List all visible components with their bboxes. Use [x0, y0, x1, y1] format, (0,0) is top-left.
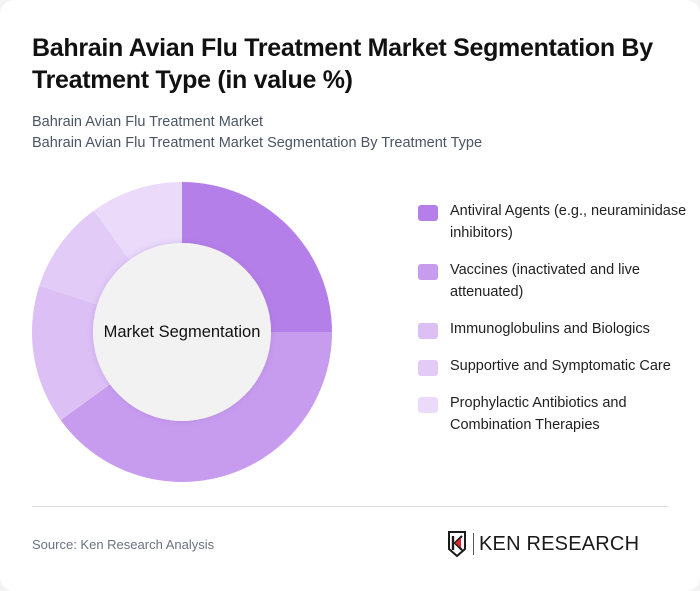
legend-swatch-icon	[418, 205, 438, 221]
legend-swatch-icon	[418, 323, 438, 339]
donut-slice-2[interactable]	[32, 285, 110, 421]
donut-chart-svg	[32, 182, 332, 482]
footer-divider	[32, 506, 668, 507]
chart-title: Bahrain Avian Flu Treatment Market Segme…	[32, 34, 653, 94]
source-note: Source: Ken Research Analysis	[32, 537, 215, 552]
donut-hole	[93, 243, 271, 421]
legend-item-immunoglobulins[interactable]: Immunoglobulins and Biologics	[418, 318, 688, 340]
legend-item-prophylactic[interactable]: Prophylactic Antibiotics and Combination…	[418, 392, 688, 436]
legend-item-supportive[interactable]: Supportive and Symptomatic Care	[418, 355, 688, 377]
ken-research-logo-icon	[448, 531, 466, 557]
legend-label: Antiviral Agents (e.g., neuraminidase in…	[450, 203, 687, 241]
donut-slice-1[interactable]	[60, 332, 332, 482]
ken-research-brand[interactable]: KEN RESEARCH	[447, 530, 639, 558]
legend-item-vaccines[interactable]: Vaccines (inactivated and live attenuate…	[418, 259, 688, 303]
legend-item-antiviral[interactable]: Antiviral Agents (e.g., neuraminidase in…	[418, 200, 688, 244]
legend-label: Prophylactic Antibiotics and Combination…	[450, 395, 627, 433]
donut-center-label: Market Segmentation	[103, 323, 261, 341]
subtitle-market: Bahrain Avian Flu Treatment Market	[32, 114, 264, 130]
donut-slice-0[interactable]	[182, 182, 332, 332]
donut-slice-3[interactable]	[39, 210, 130, 305]
donut-chart: Market Segmentation	[32, 182, 332, 482]
legend-swatch-icon	[418, 397, 438, 413]
legend-swatch-icon	[418, 360, 438, 376]
donut-slices	[32, 182, 332, 482]
legend-label: Supportive and Symptomatic Care	[450, 358, 671, 374]
legend-label: Immunoglobulins and Biologics	[450, 321, 650, 337]
subtitle-segmentation: Bahrain Avian Flu Treatment Market Segme…	[32, 135, 483, 151]
chart-legend: Antiviral Agents (e.g., neuraminidase in…	[418, 200, 688, 451]
legend-swatch-icon	[418, 264, 438, 280]
brand-separator	[473, 533, 474, 555]
chart-subtitle: Bahrain Avian Flu Treatment Market Bahra…	[32, 112, 482, 154]
brand-name: KEN RESEARCH	[479, 533, 640, 555]
legend-label: Vaccines (inactivated and live attenuate…	[450, 262, 640, 300]
donut-slice-4[interactable]	[93, 182, 182, 260]
